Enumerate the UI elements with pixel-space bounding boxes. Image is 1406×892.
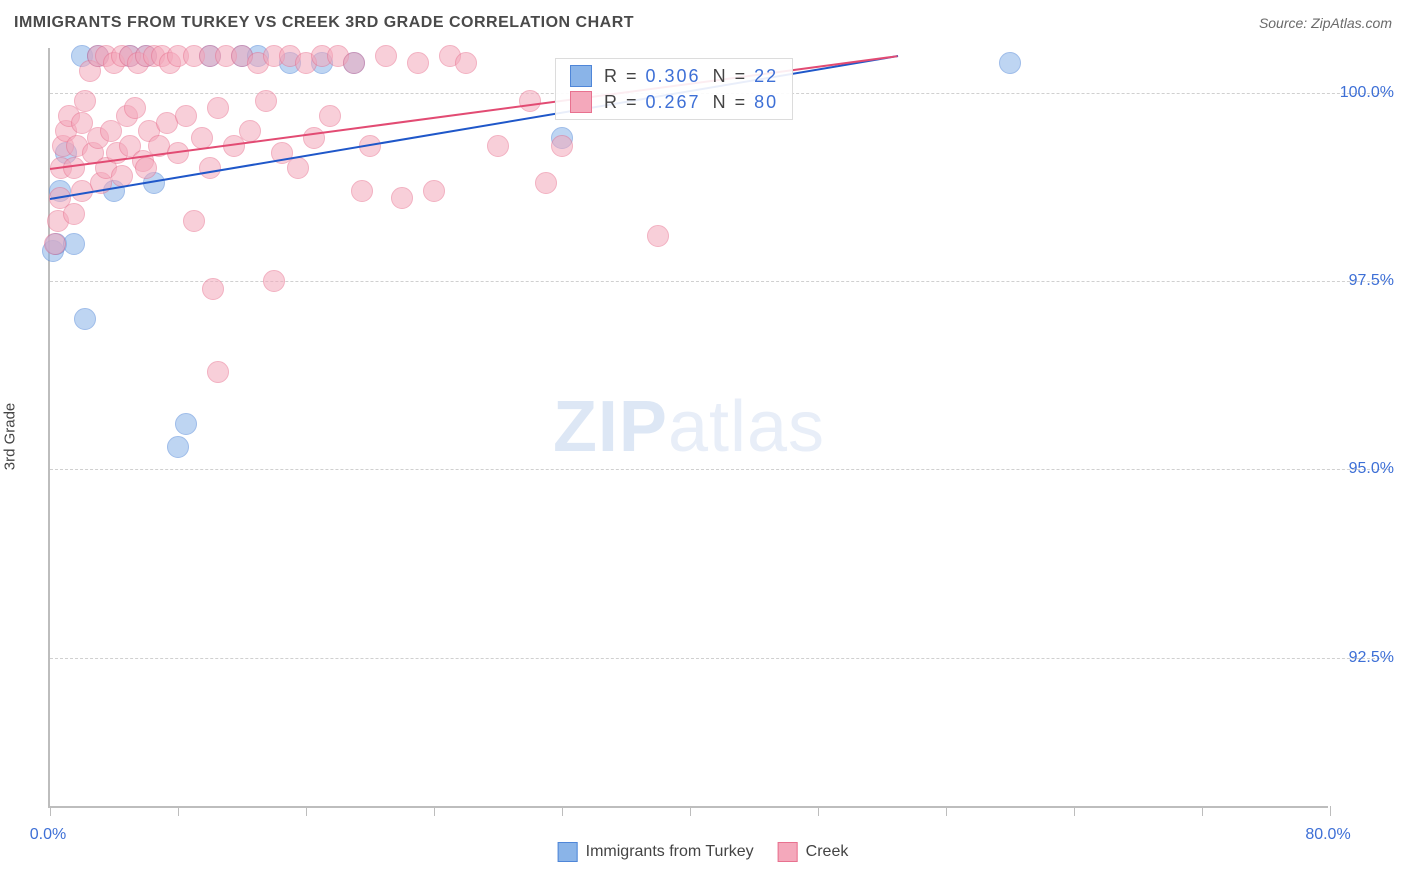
stats-swatch [570, 91, 592, 113]
bottom-legend: Immigrants from Turkey Creek [558, 842, 849, 862]
stats-n-label: N = 80 [713, 92, 779, 113]
stats-swatch [570, 65, 592, 87]
scatter-point [535, 172, 557, 194]
x-tick [434, 806, 435, 816]
chart-source: Source: ZipAtlas.com [1259, 15, 1392, 31]
x-tick [178, 806, 179, 816]
scatter-point [199, 157, 221, 179]
scatter-point [175, 413, 197, 435]
scatter-point [551, 135, 573, 157]
stats-n-label: N = 22 [713, 66, 779, 87]
y-tick-label: 97.5% [1349, 272, 1394, 290]
scatter-point [63, 203, 85, 225]
scatter-point [63, 233, 85, 255]
scatter-point [44, 233, 66, 255]
chart-title: IMMIGRANTS FROM TURKEY VS CREEK 3RD GRAD… [14, 14, 634, 32]
scatter-point [519, 90, 541, 112]
scatter-point [207, 97, 229, 119]
x-tick [1202, 806, 1203, 816]
x-tick-label-start: 0.0% [30, 826, 66, 844]
x-tick [818, 806, 819, 816]
x-tick [1074, 806, 1075, 816]
y-axis-label-container: 3rd Grade [10, 48, 38, 808]
scatter-point [999, 52, 1021, 74]
gridline-h [50, 658, 1390, 659]
scatter-point [423, 180, 445, 202]
scatter-point [455, 52, 477, 74]
x-tick [946, 806, 947, 816]
y-tick-label: 95.0% [1349, 460, 1394, 478]
scatter-point [319, 105, 341, 127]
scatter-point [239, 120, 261, 142]
watermark-bold: ZIP [553, 387, 668, 467]
x-tick [1330, 806, 1331, 816]
scatter-point [303, 127, 325, 149]
scatter-point [487, 135, 509, 157]
legend-swatch [558, 842, 578, 862]
legend-label: Creek [806, 843, 849, 861]
chart-header: IMMIGRANTS FROM TURKEY VS CREEK 3RD GRAD… [14, 14, 1392, 32]
gridline-h [50, 281, 1390, 282]
scatter-point [74, 90, 96, 112]
stats-r-label: R = 0.267 [604, 92, 701, 113]
x-tick [690, 806, 691, 816]
scatter-point [183, 210, 205, 232]
scatter-point [407, 52, 429, 74]
watermark: ZIPatlas [553, 386, 825, 468]
scatter-point [255, 90, 277, 112]
y-axis-label: 3rd Grade [2, 403, 19, 471]
scatter-point [202, 278, 224, 300]
x-tick-label-end: 80.0% [1305, 826, 1350, 844]
chart-plot-area: ZIPatlas [48, 48, 1328, 808]
legend-label: Immigrants from Turkey [586, 843, 754, 861]
scatter-point [207, 361, 229, 383]
scatter-point [135, 157, 157, 179]
scatter-point [287, 157, 309, 179]
x-tick [562, 806, 563, 816]
scatter-point [375, 45, 397, 67]
x-tick [306, 806, 307, 816]
stats-box: R = 0.306 N = 22 R = 0.267 N = 80 [555, 58, 793, 120]
x-tick [50, 806, 51, 816]
scatter-point [343, 52, 365, 74]
scatter-point [167, 436, 189, 458]
scatter-point [124, 97, 146, 119]
stats-row: R = 0.267 N = 80 [570, 91, 778, 113]
y-tick-label: 92.5% [1349, 649, 1394, 667]
legend-item: Immigrants from Turkey [558, 842, 754, 862]
scatter-point [647, 225, 669, 247]
stats-r-label: R = 0.306 [604, 66, 701, 87]
scatter-point [175, 105, 197, 127]
scatter-point [263, 270, 285, 292]
y-tick-label: 100.0% [1340, 84, 1394, 102]
watermark-light: atlas [668, 387, 825, 467]
legend-swatch [778, 842, 798, 862]
gridline-h [50, 469, 1390, 470]
scatter-point [351, 180, 373, 202]
scatter-point [391, 187, 413, 209]
scatter-point [63, 157, 85, 179]
scatter-point [74, 308, 96, 330]
legend-item: Creek [778, 842, 849, 862]
stats-row: R = 0.306 N = 22 [570, 65, 778, 87]
